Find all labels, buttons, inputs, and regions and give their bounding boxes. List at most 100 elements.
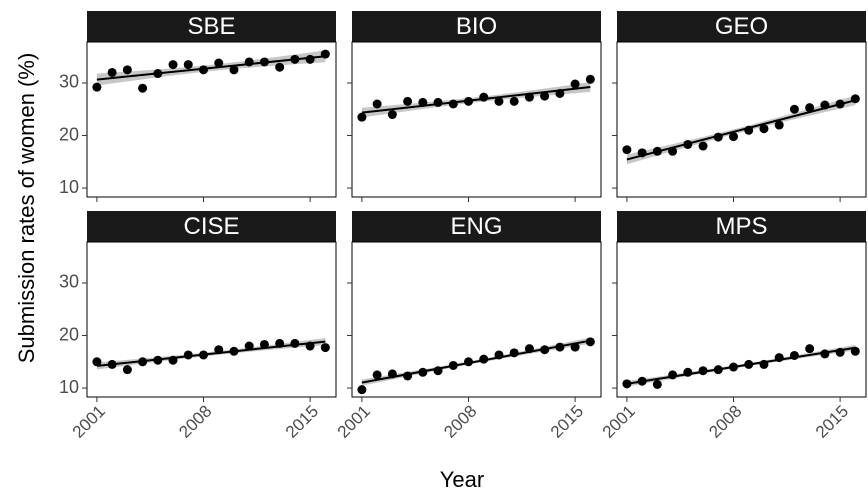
point [122,365,132,375]
point [789,104,799,114]
point [683,367,693,377]
trend-line [96,340,326,367]
point [183,350,193,360]
point [214,58,224,68]
point [622,379,632,389]
point [138,83,148,93]
point [168,355,178,365]
point [433,97,443,107]
point [509,96,519,106]
point [372,370,382,380]
facet-header [617,11,866,42]
trend-line [361,339,591,384]
facet-title: GEO [715,13,768,40]
point [107,67,117,77]
point [622,145,632,155]
facet-header [87,211,336,242]
point [713,132,723,142]
point [92,82,102,92]
point [637,148,647,158]
y-tick-label: 30 [59,72,79,92]
facet-header [352,11,601,42]
point [509,348,519,358]
point [259,339,269,349]
point [637,376,647,386]
y-tick-label: 30 [59,272,79,292]
point [479,92,489,102]
point [805,103,815,113]
trend-line [626,346,856,385]
point [464,357,474,367]
point [652,379,662,389]
trend-line [96,55,326,81]
point [168,60,178,70]
point [448,99,458,109]
point [585,74,595,84]
point [305,54,315,64]
point [789,350,799,360]
point [229,65,239,75]
point [275,338,285,348]
point [387,110,397,120]
point [244,341,254,351]
point [320,49,330,59]
x-tick-label: 2015 [282,402,322,442]
point [357,112,367,122]
point [418,97,428,107]
trend-line [626,99,856,161]
point [229,346,239,356]
point [387,369,397,379]
x-tick-label: 2008 [175,402,215,442]
point [668,370,678,380]
point [713,365,723,375]
x-tick-label: 2001 [599,402,639,442]
point [850,94,860,104]
panel [616,241,867,398]
point [464,96,474,106]
point [570,79,580,89]
point [259,57,269,67]
point [835,99,845,109]
y-tick-label: 10 [59,377,79,397]
point [494,350,504,360]
point [290,54,300,64]
point [820,100,830,110]
point [107,359,117,369]
point [372,99,382,109]
point [494,96,504,106]
facet-title: SBE [187,13,235,40]
point [418,367,428,377]
point [290,338,300,348]
point [652,146,662,156]
facet-title: ENG [450,213,502,240]
y-tick-label: 20 [59,324,79,344]
point [759,124,769,134]
point [698,141,708,151]
point [122,65,132,75]
panel [351,41,602,198]
point [555,342,565,352]
point [153,69,163,79]
point [835,347,845,357]
point [357,385,367,395]
y-tick-label: 10 [59,177,79,197]
point [305,341,315,351]
point [275,62,285,72]
point [153,355,163,365]
point [138,357,148,367]
point [433,366,443,376]
point [774,120,784,130]
point [585,337,595,347]
point [850,346,860,356]
point [320,343,330,353]
point [214,345,224,355]
point [199,350,209,360]
x-tick-label: 2008 [705,402,745,442]
point [729,132,739,142]
point [183,60,193,70]
point [479,354,489,364]
point [524,92,534,102]
x-tick-label: 2008 [440,402,480,442]
point [244,57,254,67]
facet-header [617,211,866,242]
